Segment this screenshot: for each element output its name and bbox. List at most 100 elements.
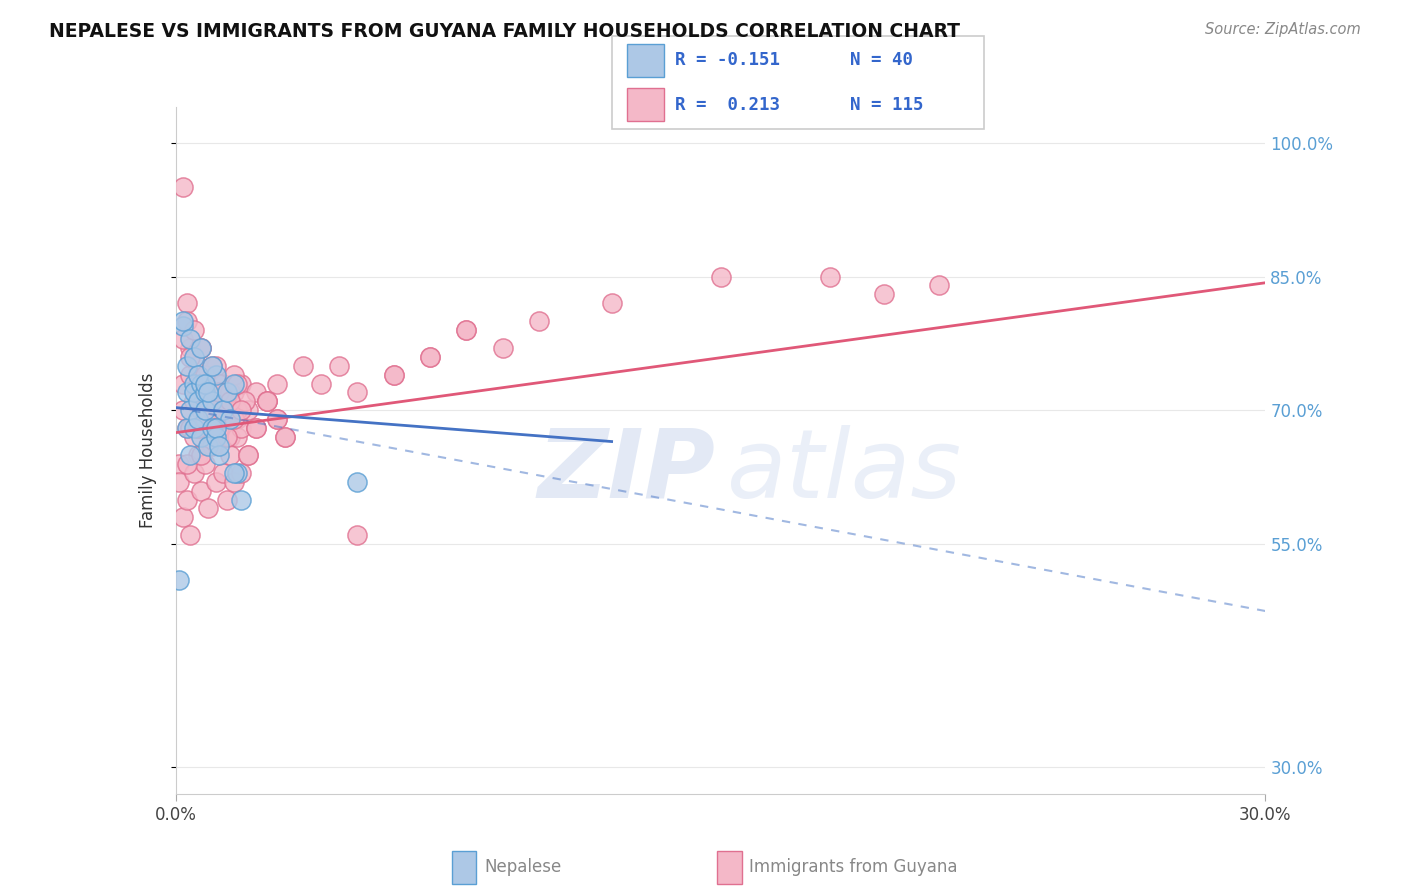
Text: N = 40: N = 40 xyxy=(851,52,912,70)
Point xyxy=(256,394,278,409)
Point xyxy=(186,385,209,400)
Point xyxy=(194,368,217,382)
Point xyxy=(169,457,191,471)
Point xyxy=(201,403,224,417)
Point xyxy=(179,403,201,417)
Point xyxy=(176,296,198,310)
Point xyxy=(208,448,231,462)
Bar xyxy=(717,851,741,883)
Text: NEPALESE VS IMMIGRANTS FROM GUYANA FAMILY HOUSEHOLDS CORRELATION CHART: NEPALESE VS IMMIGRANTS FROM GUYANA FAMIL… xyxy=(49,22,960,41)
Point xyxy=(197,501,219,516)
Point xyxy=(266,376,288,391)
Point xyxy=(238,448,260,462)
Point xyxy=(176,421,198,435)
Point xyxy=(183,430,205,444)
Bar xyxy=(627,44,664,77)
Point xyxy=(201,394,224,409)
Point xyxy=(219,448,242,462)
Point xyxy=(226,376,249,391)
Point xyxy=(179,448,201,462)
Point xyxy=(419,350,441,364)
Point xyxy=(215,492,238,507)
Point xyxy=(197,394,219,409)
Point xyxy=(183,350,205,364)
Point xyxy=(183,385,205,400)
Point xyxy=(194,385,217,400)
Point xyxy=(226,430,249,444)
Point xyxy=(226,466,249,480)
Point xyxy=(194,376,217,391)
Text: R =  0.213: R = 0.213 xyxy=(675,95,780,113)
Point xyxy=(190,376,212,391)
Point xyxy=(176,314,198,328)
Point xyxy=(219,394,242,409)
Point xyxy=(194,457,217,471)
Point xyxy=(197,439,219,453)
Point xyxy=(201,439,224,453)
Point xyxy=(238,403,260,417)
Text: ZIP: ZIP xyxy=(537,425,716,517)
Point xyxy=(208,394,231,409)
Point xyxy=(222,412,245,426)
Point xyxy=(197,421,219,435)
Point xyxy=(194,403,217,417)
Point xyxy=(382,368,405,382)
Text: Nepalese: Nepalese xyxy=(484,858,561,877)
Point xyxy=(179,350,201,364)
Point xyxy=(456,323,478,337)
Point xyxy=(179,332,201,346)
Point xyxy=(219,385,242,400)
Point xyxy=(176,492,198,507)
Point xyxy=(176,421,198,435)
Point xyxy=(194,412,217,426)
Point xyxy=(190,403,212,417)
Point xyxy=(215,430,238,444)
Point xyxy=(208,376,231,391)
Point xyxy=(231,376,253,391)
Point xyxy=(233,394,256,409)
Point xyxy=(222,466,245,480)
Point xyxy=(226,403,249,417)
Point xyxy=(172,510,194,524)
Point xyxy=(219,430,242,444)
Point xyxy=(208,421,231,435)
Point xyxy=(873,287,896,301)
Point xyxy=(266,412,288,426)
Point xyxy=(256,394,278,409)
Point xyxy=(212,466,235,480)
Point xyxy=(186,376,209,391)
Point xyxy=(231,421,253,435)
Point xyxy=(419,350,441,364)
Bar xyxy=(627,88,664,121)
Point xyxy=(346,528,368,542)
Point xyxy=(204,430,226,444)
Point xyxy=(186,368,209,382)
Point xyxy=(274,430,297,444)
Point xyxy=(190,341,212,355)
Point xyxy=(219,412,242,426)
Point xyxy=(179,341,201,355)
Point xyxy=(190,341,212,355)
Point xyxy=(204,421,226,435)
FancyBboxPatch shape xyxy=(612,36,984,129)
Point xyxy=(456,323,478,337)
Point xyxy=(226,412,249,426)
Point xyxy=(194,376,217,391)
Point xyxy=(201,359,224,373)
Point xyxy=(204,430,226,444)
Point xyxy=(194,412,217,426)
Point xyxy=(186,448,209,462)
Point xyxy=(190,483,212,498)
Point xyxy=(201,385,224,400)
Point xyxy=(212,376,235,391)
Point xyxy=(231,492,253,507)
Point xyxy=(266,412,288,426)
Point xyxy=(222,475,245,489)
Point xyxy=(600,296,623,310)
Point xyxy=(190,341,212,355)
Point xyxy=(176,359,198,373)
Point xyxy=(208,385,231,400)
Point xyxy=(291,359,314,373)
Point xyxy=(346,385,368,400)
Text: R = -0.151: R = -0.151 xyxy=(675,52,780,70)
